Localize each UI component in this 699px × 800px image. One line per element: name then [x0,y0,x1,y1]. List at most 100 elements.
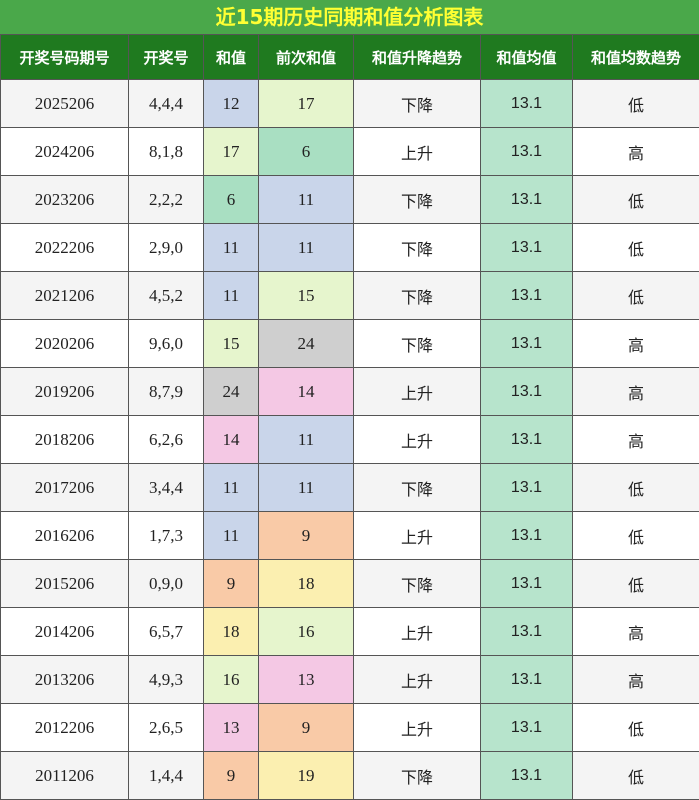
period-cell: 2021206 [0,271,129,320]
avg-trend-cell: 低 [572,751,699,800]
sum-avg-cell: 13.1 [480,463,573,512]
table-row: 2019206 8,7,9 24 14 上升 13.1 高 [0,367,699,416]
period-cell: 2022206 [0,223,129,272]
avg-trend-cell: 低 [572,223,699,272]
table-row: 2012206 2,6,5 13 9 上升 13.1 低 [0,703,699,752]
numbers-cell: 2,6,5 [128,703,204,752]
numbers-cell: 6,5,7 [128,607,204,656]
sum-cell: 6 [203,175,259,224]
prev-sum-cell: 11 [258,415,354,464]
prev-sum-cell: 13 [258,655,354,704]
period-cell: 2013206 [0,655,129,704]
sum-avg-cell: 13.1 [480,751,573,800]
avg-trend-cell: 高 [572,319,699,368]
avg-trend-cell: 高 [572,607,699,656]
period-cell: 2018206 [0,415,129,464]
header-numbers: 开奖号 [128,34,204,80]
chart-title: 近15期历史同期和值分析图表 [0,0,699,34]
sum-cell: 24 [203,367,259,416]
table-row: 2013206 4,9,3 16 13 上升 13.1 高 [0,655,699,704]
prev-sum-cell: 14 [258,367,354,416]
numbers-cell: 8,1,8 [128,127,204,176]
table-row: 2020206 9,6,0 15 24 下降 13.1 高 [0,319,699,368]
prev-sum-cell: 9 [258,511,354,560]
table-row: 2011206 1,4,4 9 19 下降 13.1 低 [0,751,699,800]
sum-cell: 9 [203,751,259,800]
table-row: 2018206 6,2,6 14 11 上升 13.1 高 [0,415,699,464]
avg-trend-cell: 高 [572,367,699,416]
avg-trend-cell: 高 [572,655,699,704]
header-row: 开奖号码期号 开奖号 和值 前次和值 和值升降趋势 和值均值 和值均数趋势 [0,34,699,80]
prev-sum-cell: 19 [258,751,354,800]
period-cell: 2019206 [0,367,129,416]
sum-trend-cell: 下降 [353,463,481,512]
table-row: 2022206 2,9,0 11 11 下降 13.1 低 [0,223,699,272]
sum-avg-cell: 13.1 [480,367,573,416]
sum-avg-cell: 13.1 [480,703,573,752]
avg-trend-cell: 低 [572,271,699,320]
sum-trend-cell: 上升 [353,655,481,704]
sum-avg-cell: 13.1 [480,223,573,272]
sum-trend-cell: 下降 [353,271,481,320]
sum-trend-cell: 上升 [353,127,481,176]
prev-sum-cell: 11 [258,223,354,272]
sum-avg-cell: 13.1 [480,559,573,608]
table-row: 2024206 8,1,8 17 6 上升 13.1 高 [0,127,699,176]
sum-cell: 11 [203,511,259,560]
sum-cell: 13 [203,703,259,752]
numbers-cell: 3,4,4 [128,463,204,512]
sum-avg-cell: 13.1 [480,655,573,704]
sum-avg-cell: 13.1 [480,607,573,656]
sum-trend-cell: 上升 [353,367,481,416]
numbers-cell: 1,4,4 [128,751,204,800]
sum-avg-cell: 13.1 [480,511,573,560]
sum-cell: 18 [203,607,259,656]
sum-avg-cell: 13.1 [480,79,573,128]
numbers-cell: 8,7,9 [128,367,204,416]
table-row: 2023206 2,2,2 6 11 下降 13.1 低 [0,175,699,224]
table-body: 2025206 4,4,4 12 17 下降 13.1 低 2024206 8,1,8 17 6 上升… [0,79,699,800]
prev-sum-cell: 16 [258,607,354,656]
period-cell: 2023206 [0,175,129,224]
sum-cell: 11 [203,271,259,320]
prev-sum-cell: 15 [258,271,354,320]
period-cell: 2014206 [0,607,129,656]
header-sum-trend: 和值升降趋势 [353,34,481,80]
sum-trend-cell: 下降 [353,175,481,224]
period-cell: 2015206 [0,559,129,608]
avg-trend-cell: 低 [572,703,699,752]
sum-cell: 14 [203,415,259,464]
header-period: 开奖号码期号 [0,34,129,80]
header-sum: 和值 [203,34,259,80]
sum-cell: 12 [203,79,259,128]
prev-sum-cell: 11 [258,175,354,224]
numbers-cell: 4,4,4 [128,79,204,128]
period-cell: 2025206 [0,79,129,128]
prev-sum-cell: 17 [258,79,354,128]
period-cell: 2024206 [0,127,129,176]
period-cell: 2020206 [0,319,129,368]
prev-sum-cell: 6 [258,127,354,176]
numbers-cell: 2,9,0 [128,223,204,272]
table-row: 2021206 4,5,2 11 15 下降 13.1 低 [0,271,699,320]
sum-trend-cell: 上升 [353,415,481,464]
avg-trend-cell: 低 [572,511,699,560]
period-cell: 2016206 [0,511,129,560]
table-row: 2015206 0,9,0 9 18 下降 13.1 低 [0,559,699,608]
prev-sum-cell: 9 [258,703,354,752]
sum-cell: 15 [203,319,259,368]
avg-trend-cell: 低 [572,463,699,512]
sum-avg-cell: 13.1 [480,271,573,320]
header-prev-sum: 前次和值 [258,34,354,80]
avg-trend-cell: 低 [572,559,699,608]
table-row: 2014206 6,5,7 18 16 上升 13.1 高 [0,607,699,656]
table-row: 2025206 4,4,4 12 17 下降 13.1 低 [0,79,699,128]
numbers-cell: 1,7,3 [128,511,204,560]
prev-sum-cell: 18 [258,559,354,608]
avg-trend-cell: 低 [572,175,699,224]
numbers-cell: 4,9,3 [128,655,204,704]
sum-avg-cell: 13.1 [480,127,573,176]
sum-cell: 11 [203,463,259,512]
table-row: 2017206 3,4,4 11 11 下降 13.1 低 [0,463,699,512]
